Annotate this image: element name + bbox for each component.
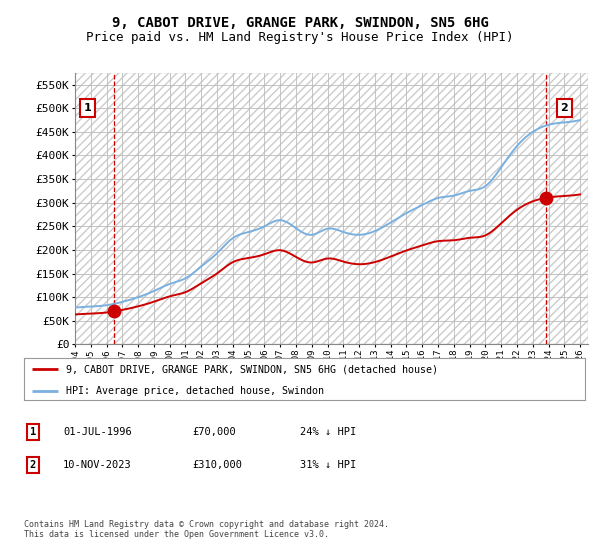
Text: Price paid vs. HM Land Registry's House Price Index (HPI): Price paid vs. HM Land Registry's House … [86,31,514,44]
Text: Contains HM Land Registry data © Crown copyright and database right 2024.
This d: Contains HM Land Registry data © Crown c… [24,520,389,539]
Text: 1: 1 [84,103,92,113]
Text: 2: 2 [30,460,36,470]
Text: £70,000: £70,000 [192,427,236,437]
Text: 9, CABOT DRIVE, GRANGE PARK, SWINDON, SN5 6HG: 9, CABOT DRIVE, GRANGE PARK, SWINDON, SN… [112,16,488,30]
Text: 9, CABOT DRIVE, GRANGE PARK, SWINDON, SN5 6HG (detached house): 9, CABOT DRIVE, GRANGE PARK, SWINDON, SN… [66,365,438,374]
Text: 1: 1 [30,427,36,437]
Text: 24% ↓ HPI: 24% ↓ HPI [300,427,356,437]
Text: 31% ↓ HPI: 31% ↓ HPI [300,460,356,470]
Text: 2: 2 [560,103,568,113]
Text: 10-NOV-2023: 10-NOV-2023 [63,460,132,470]
Text: HPI: Average price, detached house, Swindon: HPI: Average price, detached house, Swin… [66,386,324,396]
Text: £310,000: £310,000 [192,460,242,470]
Text: 01-JUL-1996: 01-JUL-1996 [63,427,132,437]
